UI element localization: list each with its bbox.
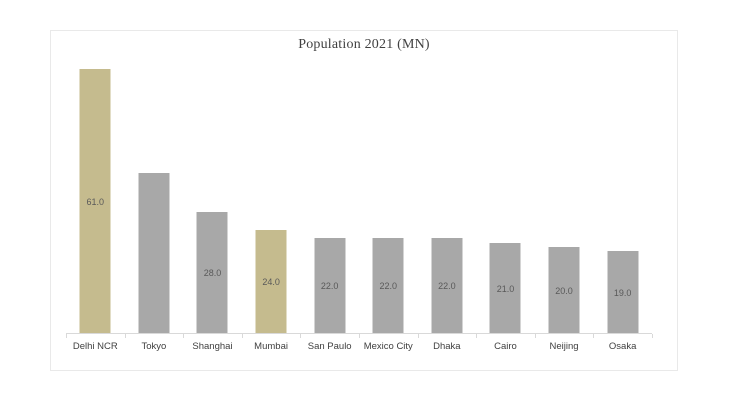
x-axis-tick [359, 334, 360, 338]
bar-san-paulo: 22.0 [314, 238, 346, 334]
category-slot-shanghai: 28.0 Shanghai [183, 31, 242, 352]
x-tick-label-osaka: Osaka [608, 341, 637, 352]
bar-mumbai: 24.0 [255, 230, 287, 334]
x-tick-label-san-paulo: San Paulo [307, 341, 352, 352]
bar-value-label-san-paulo: 22.0 [320, 281, 339, 291]
bar-value-label-shanghai: 28.0 [203, 268, 222, 278]
bar-value-label-dhaka: 22.0 [438, 281, 456, 291]
bar-value-label-cairo: 21.0 [496, 283, 515, 294]
x-axis-tick [124, 334, 126, 338]
x-axis-tick [476, 334, 478, 338]
x-tick-label-cairo: Cairo [494, 341, 517, 352]
bar-delhi-ncr: 61.0 [79, 69, 111, 334]
chart-title: Population 2021 (MN) [298, 37, 430, 52]
bar-mexico-city: 22.0 [372, 238, 404, 334]
x-axis-tick [300, 334, 302, 338]
bar-value-label-osaka: 19.0 [613, 287, 632, 298]
category-slot-delhi-ncr: 61.0 Delhi NCR [66, 31, 125, 352]
bar-series: 61.0 Delhi NCR Tokyo 28.0 Shanghai 24.0 Mumbai… [66, 31, 652, 352]
x-axis-tick [593, 334, 595, 338]
bar-dhaka: 22.0 [431, 238, 463, 334]
category-slot-mexico-city: 22.0 Mexico City [359, 31, 418, 352]
bar-osaka: 19.0 [607, 251, 639, 334]
bar-value-label-mexico-city: 22.0 [379, 281, 398, 291]
bar-shanghai: 28.0 [196, 212, 228, 334]
chart-panel: Population 2021 (MN) 61.0 Delhi NCR Tokyo 2… [50, 30, 678, 371]
bar-value-label-neijing: 20.0 [555, 285, 573, 296]
category-slot-dhaka: 22.0 Dhaka [418, 31, 477, 352]
x-axis-tick [652, 334, 653, 338]
bar-tokyo [138, 173, 170, 334]
x-tick-label-tokyo: Tokyo [141, 341, 167, 352]
bar-neijing: 20.0 [548, 247, 580, 334]
x-tick-label-mumbai: Mumbai [254, 341, 288, 352]
category-slot-san-paulo: 22.0 San Paulo [300, 31, 359, 352]
category-slot-osaka: 19.0 Osaka [593, 31, 652, 352]
bar-value-label-mumbai: 24.0 [262, 277, 280, 287]
bar-value-label-delhi-ncr: 61.0 [86, 196, 105, 207]
x-tick-label-mexico-city: Mexico City [363, 341, 413, 352]
x-axis-tick [534, 334, 536, 338]
x-tick-label-shanghai: Shanghai [192, 341, 233, 352]
x-axis-line [66, 333, 652, 334]
x-axis-tick [183, 334, 185, 338]
category-slot-neijing: 20.0 Neijing [535, 31, 594, 352]
x-axis-tick [66, 334, 67, 338]
x-tick-label-delhi-ncr: Delhi NCR [72, 341, 118, 352]
category-slot-mumbai: 24.0 Mumbai [242, 31, 301, 352]
bar-cairo: 21.0 [489, 243, 521, 334]
x-axis-tick [417, 334, 419, 338]
plot-area: 61.0 Delhi NCR Tokyo 28.0 Shanghai 24.0 Mumbai… [66, 31, 653, 352]
x-tick-label-dhaka: Dhaka [433, 341, 461, 352]
category-slot-cairo: 21.0 Cairo [476, 31, 535, 352]
x-tick-label-neijing: Neijing [549, 341, 579, 352]
x-axis-tick [241, 334, 243, 338]
category-slot-tokyo: Tokyo [125, 31, 184, 352]
